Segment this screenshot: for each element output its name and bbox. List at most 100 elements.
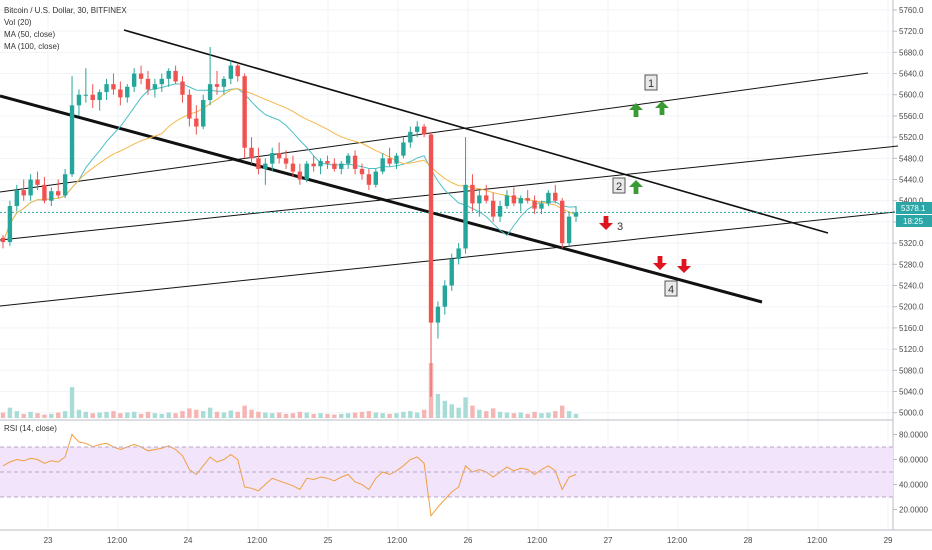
candle-body-32: [221, 78, 227, 87]
vol-bar-44: [304, 412, 309, 418]
vol-bar-31: [214, 411, 220, 418]
candle-body-24: [166, 70, 171, 79]
vol-bar-2: [14, 411, 20, 418]
candle-body-75: [518, 198, 523, 204]
candle-body-43: [297, 171, 303, 180]
vol-bar-32: [221, 412, 227, 418]
price-tick-label-12: 5480.0: [899, 154, 924, 163]
price-tag-value: 5378.1: [901, 204, 926, 213]
price-tick-label-4: 5160.0: [899, 324, 924, 333]
vol-bar-33: [228, 410, 234, 418]
candle-body-40: [276, 153, 282, 159]
vol-bar-26: [180, 411, 185, 418]
candle-body-55: [380, 158, 385, 172]
candle-body-13: [90, 94, 95, 101]
vol-bar-7: [49, 413, 54, 418]
candle-body-49: [339, 163, 344, 169]
vol-bar-51: [352, 412, 358, 418]
vol-bar-37: [256, 411, 261, 418]
time-tick-label-10: 28: [744, 536, 753, 545]
vol-bar-72: [497, 411, 503, 418]
time-tick-label-11: 12:00: [807, 536, 828, 545]
candle-body-76: [525, 198, 530, 201]
vol-bar-17: [118, 413, 123, 418]
vol-bar-27: [187, 408, 192, 418]
vol-bar-57: [394, 413, 399, 418]
candle-body-41: [283, 158, 289, 164]
candlesticks: [0, 47, 579, 397]
vol-bar-14: [97, 412, 102, 418]
candle-body-48: [332, 163, 337, 169]
vol-bar-24: [166, 412, 171, 418]
candle-body-29: [201, 100, 206, 127]
vol-bar-21: [145, 411, 151, 418]
candle-body-57: [394, 155, 399, 164]
candle-body-0: [0, 237, 6, 243]
annotation-box-4-bg: [664, 280, 678, 297]
trendlines: [0, 29, 899, 307]
vol-bar-16: [111, 411, 116, 418]
vol-bar-54: [373, 412, 378, 418]
candle-body-35: [242, 76, 247, 148]
time-tick-label-5: 12:00: [387, 536, 408, 545]
rsi-tick-label-2: 60.0000: [899, 456, 928, 465]
vol-bar-50: [345, 413, 351, 418]
annotation-box-1-label: 1: [648, 78, 654, 90]
price-tag-bg: [896, 202, 932, 214]
time-tick-label-9: 12:00: [667, 536, 688, 545]
countdown-tag-value: 18:25: [903, 217, 924, 226]
candle-body-68: [470, 184, 475, 204]
annotation-box-4-label: 4: [668, 284, 674, 296]
vol-bar-61: [421, 409, 427, 418]
candle-body-63: [435, 306, 441, 323]
vol-bar-34: [235, 411, 240, 418]
candle-body-22: [152, 84, 158, 90]
candle-body-17: [118, 89, 123, 98]
candle-body-30: [207, 84, 213, 101]
candle-body-72: [497, 206, 503, 217]
time-axis: 23 12:00 24 12:00 25 12:00 26 12:00 27 12:00 28 12:…: [44, 536, 893, 545]
rsi-tick-label-0: 20.0000: [899, 506, 928, 515]
candle-body-37: [256, 158, 261, 169]
price-tick-label-19: 5760.0: [899, 6, 924, 15]
price-tick-label-3: 5120.0: [899, 345, 924, 354]
vol-bar-29: [201, 411, 206, 418]
candle-body-46: [318, 160, 323, 167]
candle-body-77: [532, 200, 537, 209]
vol-bar-63: [435, 393, 441, 418]
candle-body-34: [235, 65, 240, 77]
candle-body-52: [359, 168, 365, 175]
time-tick-label-0: 23: [44, 536, 53, 545]
candle-body-58: [401, 142, 406, 156]
symbol-title[interactable]: Bitcoin / U.S. Dollar, 30, BITFINEX: [4, 6, 127, 15]
candle-body-71: [490, 200, 496, 217]
vol-bar-9: [62, 411, 68, 418]
candle-body-27: [187, 94, 192, 119]
time-tick-label-8: 27: [604, 536, 613, 545]
candle-body-6: [42, 184, 47, 201]
vol-legend[interactable]: Vol (20): [4, 18, 32, 27]
candle-body-81: [559, 200, 565, 244]
ma50-legend[interactable]: MA (50, close): [4, 30, 55, 39]
vol-bar-45: [311, 413, 316, 418]
rsi-path: [2, 433, 577, 518]
annotation-box-2-bg: [612, 177, 626, 194]
time-tick-label-1: 12:00: [107, 536, 128, 545]
price-tick-label-18: 5720.0: [899, 27, 924, 36]
vol-bar-13: [90, 413, 95, 418]
vol-bar-65: [449, 404, 454, 418]
moving-averages: [2, 83, 577, 243]
arrow-down-4a: [653, 256, 667, 270]
vol-bar-77: [532, 411, 537, 418]
vol-bar-8: [56, 412, 61, 418]
candle-body-42: [290, 163, 296, 172]
candle-body-59: [408, 131, 413, 143]
channel-line-1: [0, 72, 869, 193]
candle-body-50: [345, 155, 351, 164]
vol-bar-36: [249, 409, 254, 418]
ma100-legend[interactable]: MA (100, close): [4, 42, 60, 51]
time-tick-label-6: 26: [464, 536, 473, 545]
rsi-legend[interactable]: RSI (14, close): [4, 424, 57, 433]
candle-body-9: [62, 174, 68, 196]
candle-body-21: [145, 78, 151, 90]
